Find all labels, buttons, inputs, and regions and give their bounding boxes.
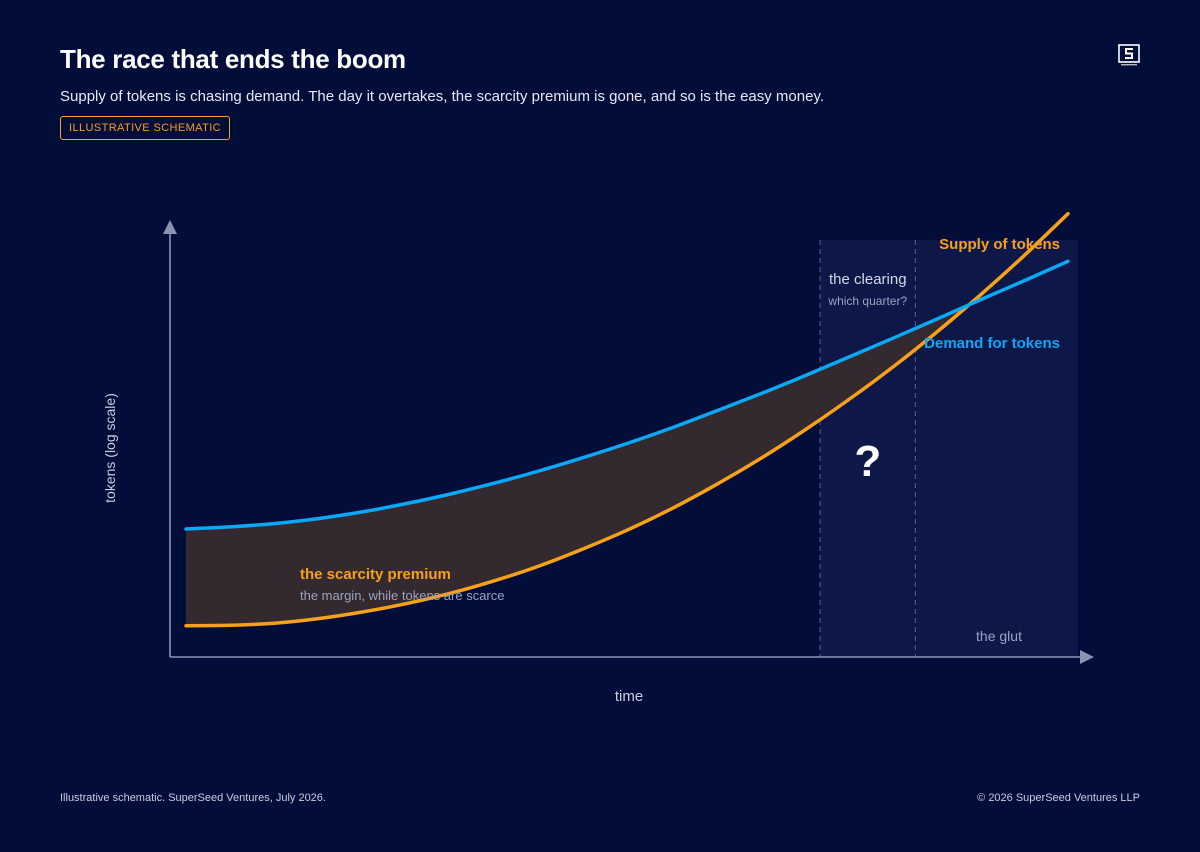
zone-0 bbox=[820, 240, 916, 657]
series-line-demand bbox=[184, 259, 1070, 531]
page-title: The race that ends the boom bbox=[60, 44, 406, 74]
footer-copyright: © 2026 SuperSeed Ventures LLP bbox=[977, 792, 1140, 804]
x-axis-label: time bbox=[615, 688, 643, 705]
series-label-supply: Supply of tokens bbox=[939, 236, 1060, 253]
status-badge: ILLUSTRATIVE SCHEMATIC bbox=[60, 116, 231, 140]
axes bbox=[163, 220, 1094, 664]
y-axis-arrow-icon bbox=[163, 220, 177, 234]
zone-1 bbox=[915, 240, 1078, 657]
zone-label-clearing: the clearing bbox=[829, 271, 907, 288]
question-mark: ? bbox=[854, 437, 881, 486]
annotation-scarcity-premium-sublabel: the margin, while tokens are scarce bbox=[300, 588, 504, 603]
y-axis-label: tokens (log scale) bbox=[102, 393, 118, 503]
footer-source: Illustrative schematic. SuperSeed Ventur… bbox=[60, 792, 326, 804]
x-axis-arrow-icon bbox=[1080, 650, 1094, 664]
zones-layer bbox=[819, 240, 1078, 657]
series-label-demand: Demand for tokens bbox=[924, 335, 1060, 352]
scarcity-premium-area bbox=[186, 305, 969, 626]
series-lines bbox=[184, 211, 1070, 628]
series-line-supply bbox=[184, 211, 1070, 628]
chart-labels: time tokens (log scale) Supply of tokens… bbox=[102, 236, 1060, 705]
page-subtitle: Supply of tokens is chasing demand. The … bbox=[60, 88, 825, 105]
superseed-logo-icon bbox=[1118, 44, 1140, 66]
zone-label-glut: the glut bbox=[976, 628, 1022, 644]
annotation-scarcity-premium: the scarcity premium bbox=[300, 566, 451, 583]
zone-sublabel-clearing: which quarter? bbox=[827, 294, 907, 308]
